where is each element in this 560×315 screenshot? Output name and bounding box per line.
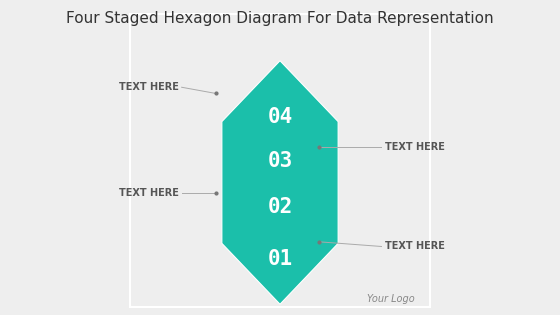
Polygon shape (247, 113, 313, 252)
Polygon shape (259, 136, 301, 229)
Text: 04: 04 (267, 107, 293, 127)
Text: TEXT HERE: TEXT HERE (385, 141, 445, 152)
Text: TEXT HERE: TEXT HERE (119, 188, 179, 198)
Text: 02: 02 (267, 198, 293, 217)
Text: TEXT HERE: TEXT HERE (385, 242, 445, 251)
Text: TEXT HERE: TEXT HERE (119, 82, 179, 92)
Polygon shape (235, 87, 325, 278)
Text: 03: 03 (267, 151, 293, 171)
Text: 01: 01 (267, 249, 293, 269)
Polygon shape (222, 61, 338, 304)
Text: Four Staged Hexagon Diagram For Data Representation: Four Staged Hexagon Diagram For Data Rep… (66, 11, 494, 26)
Text: Your Logo: Your Logo (366, 294, 414, 304)
